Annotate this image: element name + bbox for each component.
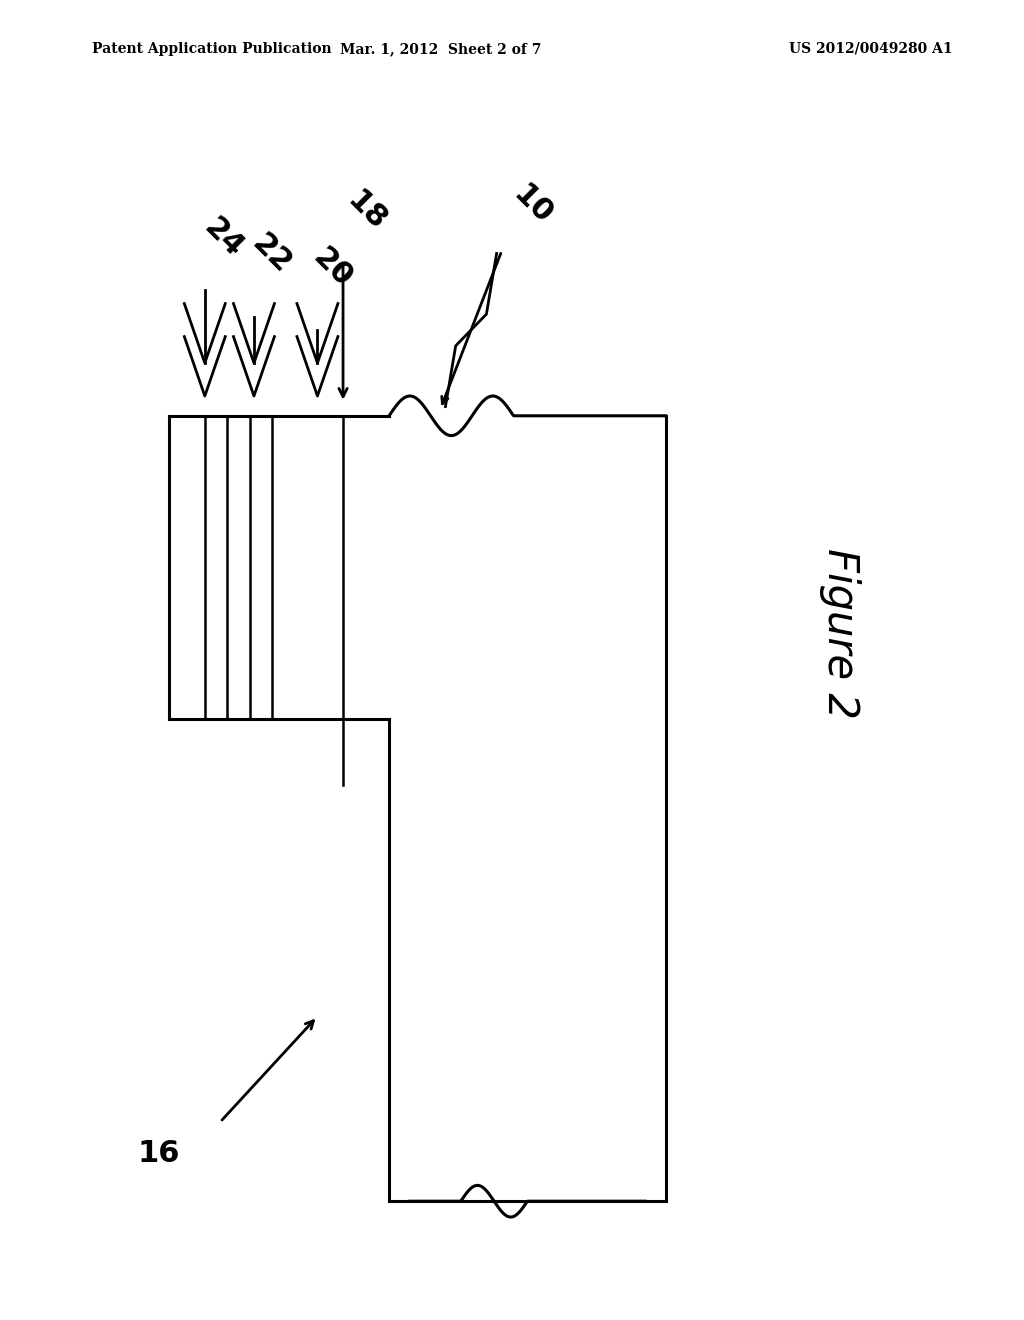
Text: 18: 18 bbox=[341, 186, 392, 236]
Text: 22: 22 bbox=[246, 228, 297, 279]
Text: Figure 2: Figure 2 bbox=[818, 548, 861, 719]
Text: Mar. 1, 2012  Sheet 2 of 7: Mar. 1, 2012 Sheet 2 of 7 bbox=[340, 42, 541, 55]
Text: 24: 24 bbox=[198, 213, 249, 263]
Text: 20: 20 bbox=[307, 243, 358, 293]
Text: US 2012/0049280 A1: US 2012/0049280 A1 bbox=[788, 42, 952, 55]
Text: 10: 10 bbox=[507, 180, 558, 230]
Text: 16: 16 bbox=[137, 1139, 180, 1168]
Text: Patent Application Publication: Patent Application Publication bbox=[92, 42, 332, 55]
